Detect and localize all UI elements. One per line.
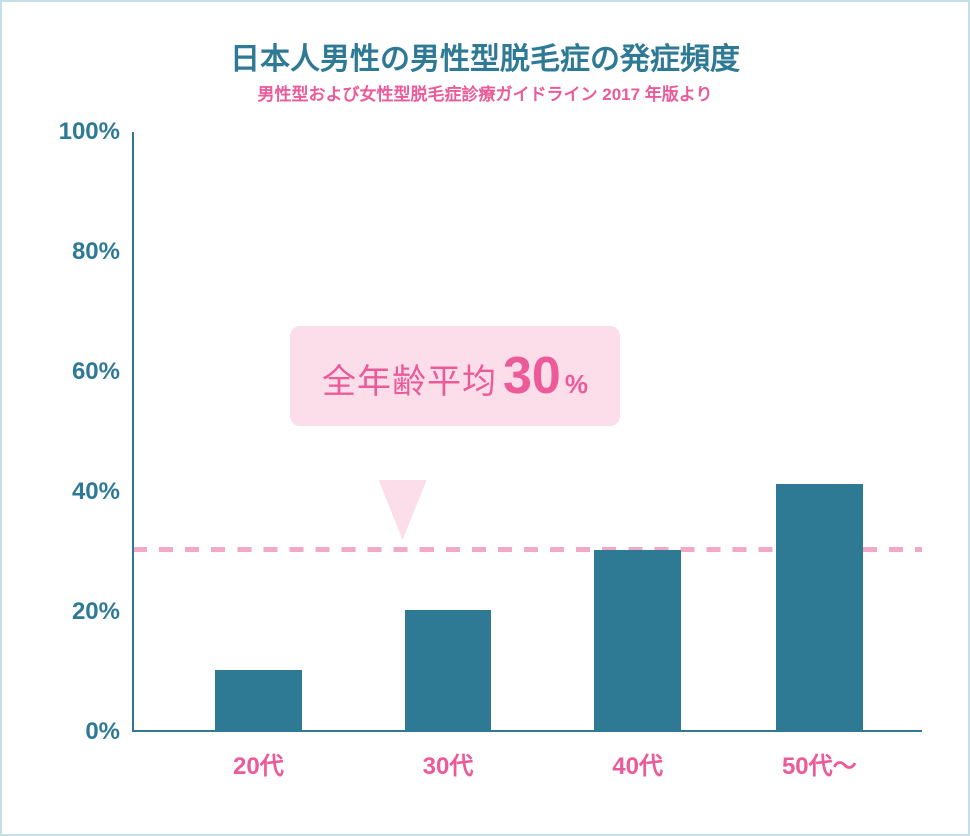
y-tick-label: 100% [59,118,132,146]
bar [215,670,302,730]
y-axis-line [132,132,134,732]
callout-unit: % [565,369,588,399]
y-tick-label: 20% [72,598,132,626]
chart-frame: 日本人男性の男性型脱毛症の発症頻度 男性型および女性型脱毛症診療ガイドライン 2… [0,0,970,836]
bar [594,550,681,730]
callout-prefix: 全年齢平均 [322,363,497,401]
x-category-label: 20代 [233,732,284,781]
x-category-label: 50代～ [782,732,857,781]
chart-title: 日本人男性の男性型脱毛症の発症頻度 [2,34,968,78]
y-tick-label: 40% [72,478,132,506]
x-category-label: 40代 [612,732,663,781]
bar [776,484,863,730]
plot-area: 0%20%40%60%80%100%20代30代40代50代～全年齢平均30% [132,132,922,732]
chart-subtitle: 男性型および女性型脱毛症診療ガイドライン 2017 年版より [2,80,968,105]
average-callout: 全年齢平均30% [290,326,620,426]
y-tick-label: 60% [72,358,132,386]
y-tick-label: 0% [85,718,132,746]
y-tick-label: 80% [72,238,132,266]
x-category-label: 30代 [423,732,474,781]
bar [405,610,492,730]
callout-tail [378,480,426,540]
callout-value: 30 [503,347,561,405]
